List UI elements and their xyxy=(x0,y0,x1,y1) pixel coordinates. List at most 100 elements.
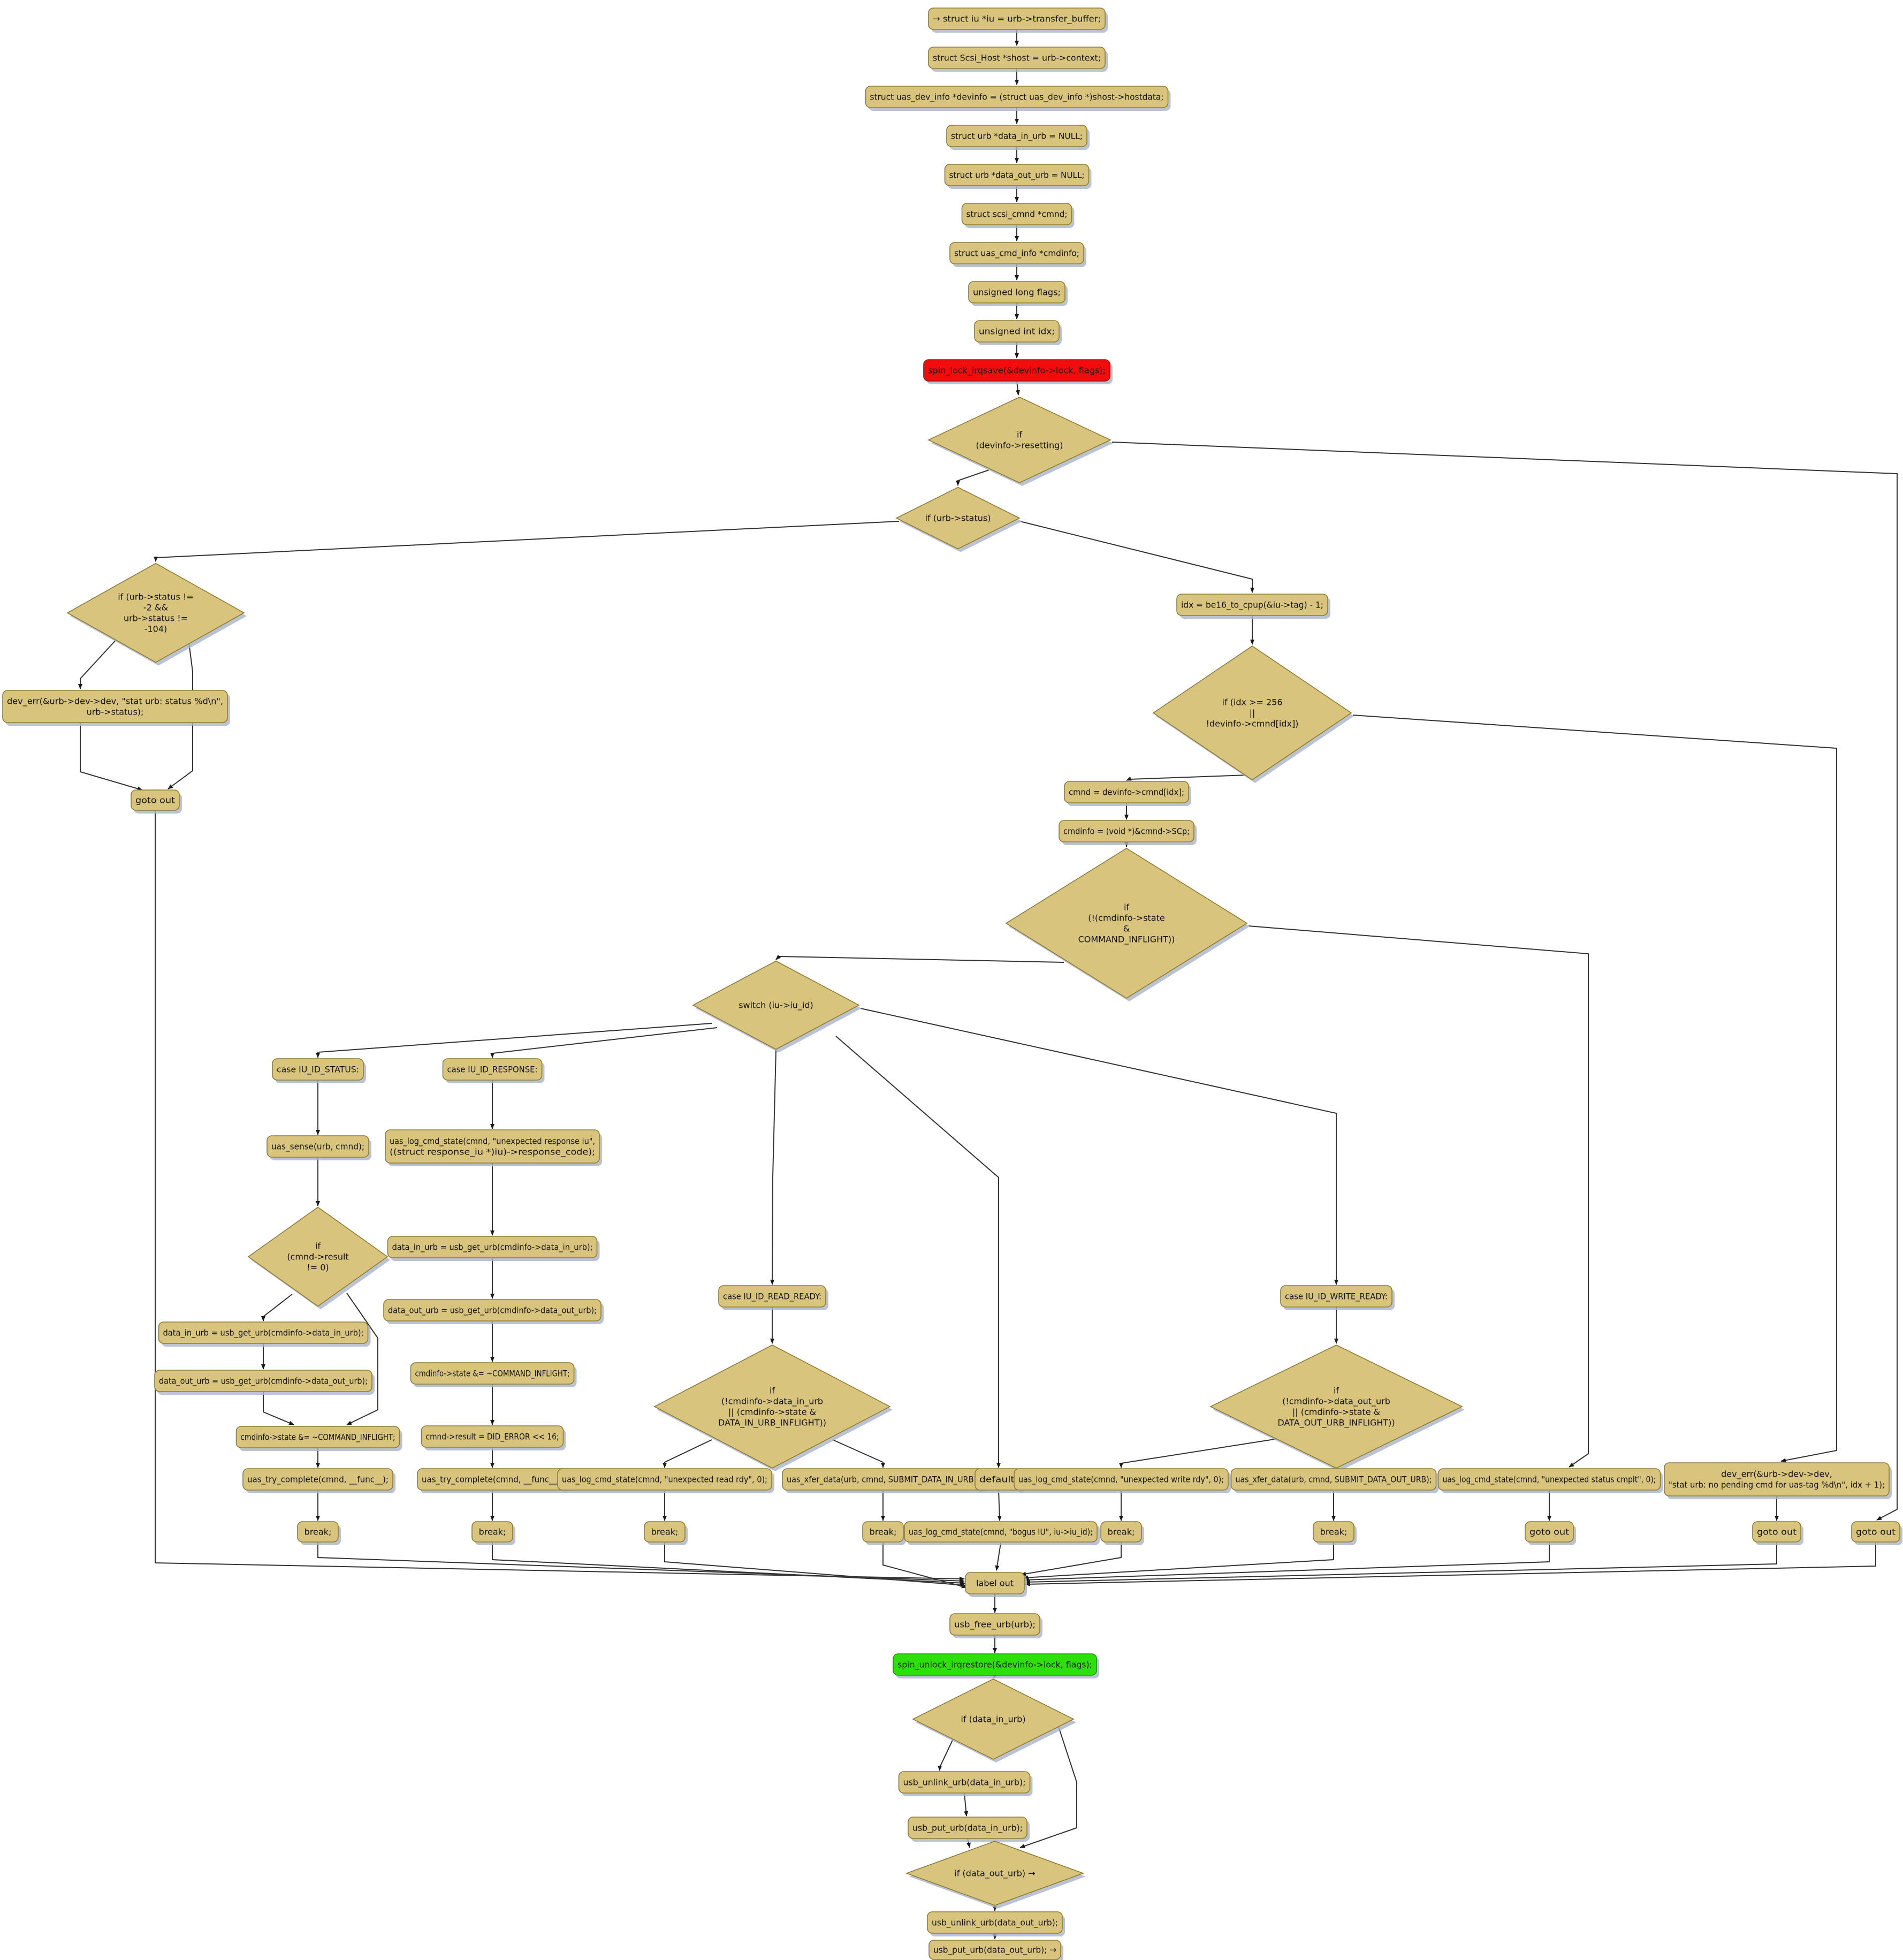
edge-if-cmnd-result--status-get-data-in xyxy=(261,1294,293,1321)
edge-if-command-inflight--switch-iu-id xyxy=(775,954,1064,963)
response-log-shape xyxy=(385,1129,600,1164)
status-try-complete-shape xyxy=(242,1468,393,1491)
decl-data-out-urb-shape xyxy=(944,164,1090,186)
edge-write-log-break--label-out xyxy=(1021,1542,1122,1576)
xfer-data-out-shape xyxy=(1230,1468,1437,1491)
node-usb-free-urb: usb_free_urb(urb); xyxy=(949,1613,1042,1638)
node-log-read-rdy: uas_log_cmd_state(cmnd, "unexpected read… xyxy=(557,1468,774,1493)
node-case-response: case IU_ID_RESPONSE: xyxy=(442,1058,545,1083)
log-bogus-iu-shape xyxy=(904,1521,1098,1543)
case-read-ready-shape xyxy=(718,1285,826,1308)
node-decl-data-out-urb: struct urb *data_out_urb = NULL; xyxy=(944,164,1092,189)
case-response-label-0: case IU_ID_RESPONSE: xyxy=(447,1065,538,1075)
write-xfer-break-label-0: break; xyxy=(1320,1527,1348,1537)
log-status-cmplt-shape xyxy=(1437,1468,1661,1491)
if-data-in-check-label-0: if xyxy=(770,1386,775,1396)
node-default-case: default: xyxy=(975,1468,1025,1493)
node-put-data-out: usb_put_urb(data_out_urb); → xyxy=(928,1940,1063,1960)
if-data-in-urb-shape xyxy=(912,1678,1075,1760)
if-data-out-check-label-0: if xyxy=(1334,1386,1339,1396)
edge-if-urb-status--if-status-codes xyxy=(154,521,900,562)
node-put-data-in: usb_put_urb(data_in_urb); xyxy=(908,1817,1030,1842)
response-log-label-0: uas_log_cmd_state(cmnd, "unexpected resp… xyxy=(390,1136,595,1147)
decl-shost-shape xyxy=(928,47,1106,69)
dev-err-status-shape xyxy=(2,690,228,723)
edge-unlink-data-in--put-data-in xyxy=(964,1792,969,1817)
idx-assign-shape xyxy=(1176,594,1328,616)
node-uas-sense: uas_sense(urb, cmnd); xyxy=(267,1135,371,1160)
node-if-data-out-urb: if (data_out_urb) → xyxy=(905,1841,1086,1909)
decl-cmnd-shape xyxy=(961,203,1072,225)
status-break-shape xyxy=(297,1521,339,1543)
spin-lock-shape xyxy=(923,359,1110,382)
cmdinfo-assign-shape xyxy=(1059,820,1194,842)
put-data-out-label-0: usb_put_urb(data_out_urb); → xyxy=(933,1945,1056,1956)
edge-dev-err-status--goto-out-1 xyxy=(80,723,143,791)
edge-if-idx-range--dev-err-no-pending xyxy=(1352,715,1837,1463)
edge-read-xfer-break--label-out xyxy=(882,1542,967,1589)
label-out-shape xyxy=(965,1572,1025,1594)
node-unlink-data-out: usb_unlink_urb(data_out_urb); xyxy=(927,1911,1065,1936)
if-command-inflight-label-3: COMMAND_INFLIGHT)) xyxy=(1078,935,1175,945)
if-data-out-check-label-2: || (cmdinfo->state & xyxy=(1292,1407,1380,1417)
dev-err-no-pending-shape xyxy=(1664,1462,1890,1496)
case-status-label-0: case IU_ID_STATUS: xyxy=(277,1065,359,1075)
unlink-data-out-label-0: usb_unlink_urb(data_out_urb); xyxy=(932,1918,1058,1928)
goto-out-1-shape xyxy=(131,789,180,811)
node-label-out: label out xyxy=(965,1572,1027,1597)
idx-assign-label-0: idx = be16_to_cpup(&iu->tag) - 1; xyxy=(1181,600,1323,611)
response-log-label-1: ((struct response_iu *)iu)->response_cod… xyxy=(390,1147,595,1158)
spin-unlock-label-0: spin_unlock_irqrestore(&devinfo->lock, f… xyxy=(897,1660,1092,1670)
node-goto-out-3: goto out xyxy=(1752,1521,1803,1545)
cmdinfo-assign-label-0: cmdinfo = (void *)&cmnd->SCp; xyxy=(1063,826,1190,837)
response-get-data-out-shape xyxy=(383,1299,602,1321)
if-cmnd-result-label-0: if xyxy=(315,1241,321,1251)
node-cmdinfo-assign: cmdinfo = (void *)&cmnd->SCp; xyxy=(1059,820,1197,845)
label-out-label-0: label out xyxy=(976,1578,1014,1589)
log-read-rdy-shape xyxy=(557,1468,772,1491)
unlink-data-in-shape xyxy=(898,1771,1031,1794)
log-status-cmplt-label-0: uas_log_cmd_state(cmnd, "unexpected stat… xyxy=(1443,1475,1656,1485)
response-clear-inflight-label-0: cmdinfo->state &= ~COMMAND_INFLIGHT; xyxy=(415,1369,570,1379)
goto-out-3-label-0: goto out xyxy=(1757,1527,1797,1537)
node-case-write-ready: case IU_ID_WRITE_READY: xyxy=(1280,1285,1395,1310)
node-decl-data-in-urb: struct urb *data_in_urb = NULL; xyxy=(946,125,1090,150)
case-write-ready-shape xyxy=(1280,1285,1392,1308)
node-spin-lock: spin_lock_irqsave(&devinfo->lock, flags)… xyxy=(923,359,1113,384)
edge-if-command-inflight--log-status-cmplt xyxy=(1248,925,1589,1468)
node-status-break: break; xyxy=(297,1521,341,1545)
if-status-codes-shape xyxy=(66,563,245,663)
edge-if-data-in-urb--unlink-data-in xyxy=(938,1738,954,1771)
decl-data-in-urb-shape xyxy=(946,125,1087,147)
decl-cmnd-label-0: struct scsi_cmnd *cmnd; xyxy=(966,209,1068,220)
decl-devinfo-shape xyxy=(865,86,1169,108)
status-try-complete-label-0: uas_try_complete(cmnd, __func__); xyxy=(247,1475,389,1485)
switch-iu-id-shape xyxy=(692,960,860,1050)
node-response-log: uas_log_cmd_state(cmnd, "unexpected resp… xyxy=(385,1129,602,1166)
decl-iu-shape xyxy=(928,7,1106,30)
cmnd-assign-label-0: cmnd = devinfo->cmnd[idx]; xyxy=(1069,787,1184,797)
status-clear-inflight-label-0: cmdinfo->state &= ~COMMAND_INFLIGHT; xyxy=(241,1432,395,1443)
status-clear-inflight-shape xyxy=(235,1426,400,1448)
log-write-rdy-shape xyxy=(1014,1468,1229,1491)
if-data-out-check-shape xyxy=(1209,1344,1463,1469)
node-status-get-data-out: data_out_urb = usb_get_urb(cmdinfo->data… xyxy=(154,1370,375,1395)
if-data-in-check-label-2: || (cmdinfo->state & xyxy=(728,1407,816,1417)
decl-flags-label-0: unsigned long flags; xyxy=(973,287,1061,298)
node-response-break: break; xyxy=(471,1521,515,1545)
edge-switch-iu-id--case-write-ready xyxy=(860,1008,1338,1285)
node-switch-iu-id: switch (iu->iu_id) xyxy=(692,960,862,1053)
decl-cmdinfo-shape xyxy=(949,242,1084,264)
node-status-clear-inflight: cmdinfo->state &= ~COMMAND_INFLIGHT; xyxy=(235,1426,402,1451)
if-data-in-check-shape xyxy=(653,1344,891,1469)
dev-err-no-pending-label-1: "stat urb: no pending cmd for uas-tag %d… xyxy=(1669,1480,1885,1490)
response-try-complete-label-0: uas_try_complete(cmnd, __func__); xyxy=(422,1475,563,1485)
spin-unlock-shape xyxy=(893,1653,1097,1676)
node-spin-unlock: spin_unlock_irqrestore(&devinfo->lock, f… xyxy=(893,1653,1099,1678)
edge-if-data-in-urb--if-data-out-urb xyxy=(1019,1726,1077,1848)
node-read-log-break: break; xyxy=(644,1521,688,1545)
edge-goto-out-4--label-out xyxy=(1025,1542,1876,1586)
decl-data-in-urb-label-0: struct urb *data_in_urb = NULL; xyxy=(951,131,1083,142)
